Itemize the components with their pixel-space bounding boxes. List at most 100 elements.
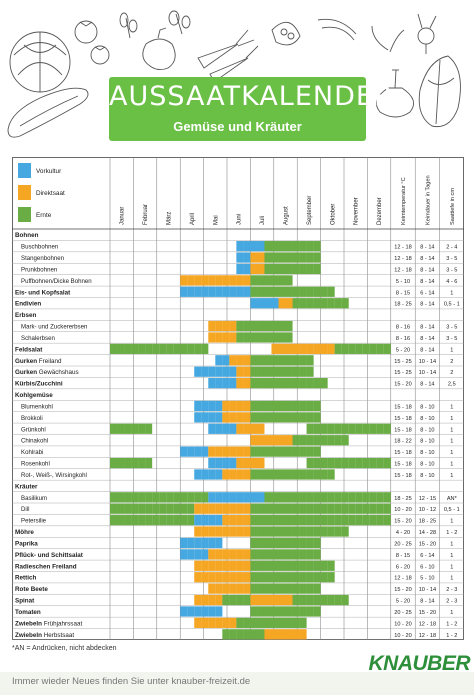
calendar-cell — [208, 560, 216, 571]
legend-label-1: Direktsaat — [36, 190, 65, 197]
calendar-cell — [264, 583, 272, 594]
calendar-cell — [320, 572, 328, 583]
calendar-cell — [299, 549, 307, 560]
calendar-cell — [180, 503, 188, 514]
calendar-cell — [271, 594, 279, 606]
info-value: 1 — [450, 473, 453, 479]
calendar-cell — [243, 503, 251, 514]
title-banner: AUSSAATKALENDER Gemüse und Kräuter — [109, 77, 394, 141]
calendar-cell — [215, 423, 223, 434]
info-value: 15 - 18 — [394, 450, 411, 456]
calendar-cell — [292, 629, 300, 640]
calendar-cell — [264, 263, 272, 275]
info-value: 8 - 15 — [396, 290, 410, 296]
calendar-cell — [376, 515, 384, 526]
calendar-cell — [236, 446, 244, 457]
calendar-cell — [257, 320, 265, 332]
calendar-cell — [299, 537, 307, 549]
calendar-cell — [334, 298, 342, 309]
calendar-cell — [292, 515, 300, 526]
calendar-cell — [313, 241, 321, 252]
calendar-cell — [236, 560, 244, 571]
legend-label-2: Ernte — [36, 212, 52, 219]
info-value: 3 - 5 — [446, 336, 457, 342]
calendar-cell — [257, 355, 265, 366]
calendar-cell — [215, 572, 223, 583]
info-value: 2 - 3 — [446, 587, 457, 593]
info-value: 20 - 25 — [394, 541, 411, 547]
calendar-cell — [257, 469, 265, 480]
calendar-cell — [215, 286, 223, 297]
calendar-cell — [320, 286, 328, 297]
calendar-cell — [306, 252, 314, 263]
calendar-cell — [355, 503, 363, 514]
calendar-cell — [257, 617, 265, 628]
info-value: 1 — [450, 404, 453, 410]
calendar-cell — [264, 355, 272, 366]
calendar-cell — [166, 492, 174, 503]
calendar-cell — [264, 241, 272, 252]
calendar-cell — [278, 320, 286, 332]
calendar-cell — [306, 606, 314, 617]
info-value: 8 - 16 — [396, 336, 410, 342]
calendar-cell — [306, 515, 314, 526]
info-value: 18 - 25 — [419, 519, 436, 525]
row-label-bold: Zwiebeln — [15, 632, 42, 639]
calendar-cell — [271, 275, 279, 286]
calendar-cell — [341, 435, 349, 446]
calendar-cell — [243, 629, 251, 640]
calendar-cell — [257, 515, 265, 526]
calendar-cell — [278, 298, 286, 309]
calendar-cell — [138, 423, 146, 434]
calendar-cell — [264, 412, 272, 423]
calendar-cell — [250, 560, 258, 571]
calendar-cell — [222, 332, 230, 343]
calendar-cell — [285, 537, 293, 549]
row-label: Stangenbohnen — [21, 255, 64, 262]
calendar-cell — [292, 526, 300, 537]
page-title: AUSSAATKALENDER — [109, 81, 394, 112]
calendar-cell — [285, 241, 293, 252]
calendar-cell — [208, 503, 216, 514]
calendar-cell — [327, 526, 335, 537]
info-value: 15 - 20 — [394, 519, 411, 525]
calendar-cell — [299, 594, 307, 606]
calendar-cell — [362, 457, 370, 469]
info-value: 18 - 25 — [394, 302, 411, 308]
calendar-cell — [236, 355, 244, 366]
info-value: 8 - 14 — [420, 245, 434, 251]
calendar-cell — [313, 446, 321, 457]
calendar-cell — [222, 446, 230, 457]
calendar-cell — [138, 492, 146, 503]
calendar-cell — [215, 469, 223, 480]
info-value: 3 - 5 — [446, 267, 457, 273]
row-label: Kürbis/Zucchini — [15, 381, 63, 388]
info-value: 1 - 2 — [446, 621, 457, 627]
calendar-cell — [327, 298, 335, 309]
info-value: 8 - 14 — [420, 336, 434, 342]
calendar-cell — [222, 492, 230, 503]
calendar-cell — [341, 492, 349, 503]
calendar-cell — [264, 275, 272, 286]
calendar-cell — [145, 503, 153, 514]
row-label: Gurken Freiland — [15, 358, 62, 365]
calendar-cell — [201, 275, 209, 286]
calendar-cell — [236, 412, 244, 423]
calendar-cell — [229, 412, 237, 423]
calendar-cell — [285, 355, 293, 366]
calendar-cell — [257, 583, 265, 594]
calendar-cell — [236, 423, 244, 434]
calendar-cell — [292, 617, 300, 628]
info-value: 15 - 25 — [394, 359, 411, 365]
calendar-cell — [327, 492, 335, 503]
calendar-cell — [285, 606, 293, 617]
calendar-cell — [334, 503, 342, 514]
calendar-cell — [327, 503, 335, 514]
calendar-cell — [257, 412, 265, 423]
calendar-cell — [306, 412, 314, 423]
calendar-cell — [362, 423, 370, 434]
calendar-cell — [208, 515, 216, 526]
calendar-cell — [124, 515, 132, 526]
calendar-cell — [341, 457, 349, 469]
calendar-cell — [257, 298, 265, 309]
